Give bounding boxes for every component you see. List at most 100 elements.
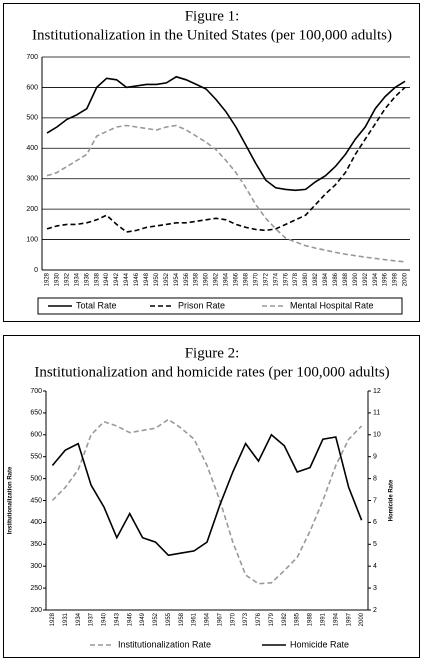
x-tick-label: 1968 xyxy=(243,272,249,286)
x-tick-label: 1950 xyxy=(154,272,160,286)
y-tick-label: 200 xyxy=(30,607,42,614)
x-tick-label: 1934 xyxy=(76,612,82,626)
series-line xyxy=(46,124,406,263)
legend-label: Homicide Rate xyxy=(290,639,349,649)
y-tick-label: 550 xyxy=(30,454,42,461)
x-tick-label: 1954 xyxy=(174,272,180,286)
series-line xyxy=(51,433,363,557)
x-tick-label: 1940 xyxy=(102,612,108,626)
x-tick-label: 1970 xyxy=(230,612,236,626)
legend-frame xyxy=(37,297,403,315)
x-tick-label: 1985 xyxy=(295,612,301,626)
x-tick-label: 1955 xyxy=(166,612,172,626)
x-tick-label: 1994 xyxy=(373,272,379,286)
legend-label: Total Rate xyxy=(76,300,117,310)
x-tick-label: 1988 xyxy=(343,272,349,286)
y-tick-label: 700 xyxy=(26,54,38,61)
x-tick-label: 1932 xyxy=(64,272,70,286)
y2-tick-label: 11 xyxy=(373,410,380,417)
y2-tick-label: 4 xyxy=(373,563,377,570)
series-line xyxy=(46,86,406,233)
figure-frame xyxy=(3,3,420,322)
x-tick-label: 1952 xyxy=(164,272,170,286)
x-tick-label: 1976 xyxy=(256,612,262,626)
x-tick-label: 1996 xyxy=(383,272,389,286)
x-tick-label: 1934 xyxy=(74,272,80,286)
x-tick-label: 1946 xyxy=(127,612,133,626)
x-tick-label: 1943 xyxy=(114,612,120,626)
x-tick-label: 1930 xyxy=(54,272,60,286)
x-tick-label: 1982 xyxy=(313,272,319,286)
y-tick-label: 300 xyxy=(26,176,38,183)
x-tick-label: 1986 xyxy=(333,272,339,286)
y-tick-label: 650 xyxy=(30,410,42,417)
x-tick-label: 1946 xyxy=(134,272,140,286)
x-tick-label: 1944 xyxy=(124,272,130,286)
y-tick-label: 0 xyxy=(34,267,38,274)
y-tick-label: 400 xyxy=(30,519,42,526)
x-tick-label: 1998 xyxy=(393,272,399,286)
x-tick-label: 1948 xyxy=(144,272,150,286)
x-tick-label: 1984 xyxy=(323,272,329,286)
x-tick-label: 1937 xyxy=(89,612,95,626)
x-tick-label: 1992 xyxy=(363,272,369,286)
x-tick-label: 1973 xyxy=(243,612,249,626)
x-tick-label: 1990 xyxy=(353,272,359,286)
y2-tick-label: 6 xyxy=(373,519,377,526)
y-tick-label: 600 xyxy=(26,84,38,91)
x-tick-label: 1940 xyxy=(104,272,110,286)
x-tick-label: 1988 xyxy=(308,612,314,626)
y2-tick-label: 7 xyxy=(373,497,377,504)
x-tick-label: 1931 xyxy=(63,612,69,626)
x-tick-label: 2000 xyxy=(403,272,409,286)
x-tick-label: 1976 xyxy=(283,272,289,286)
y-tick-label: 450 xyxy=(30,497,42,504)
y2-tick-label: 5 xyxy=(373,541,377,548)
legend-label: Prison Rate xyxy=(178,300,225,310)
y-tick-label: 500 xyxy=(26,115,38,122)
x-tick-label: 1936 xyxy=(84,272,90,286)
x-tick-label: 1979 xyxy=(269,612,275,626)
x-tick-label: 1952 xyxy=(153,612,159,626)
x-tick-label: 1961 xyxy=(192,612,198,626)
x-tick-label: 1980 xyxy=(303,272,309,286)
x-tick-label: 1982 xyxy=(282,612,288,626)
figure-frame xyxy=(3,335,420,658)
y-tick-label: 200 xyxy=(26,206,38,213)
x-tick-label: 1960 xyxy=(204,272,210,286)
y-tick-label: 400 xyxy=(26,145,38,152)
x-tick-label: 1949 xyxy=(140,612,146,626)
x-tick-label: 1972 xyxy=(263,272,269,286)
x-tick-label: 1964 xyxy=(224,272,230,286)
legend-label: Mental Hospital Rate xyxy=(290,300,374,310)
y2-tick-label: 3 xyxy=(373,585,377,592)
chart-title: Figure 2: xyxy=(185,345,240,361)
x-tick-label: 1928 xyxy=(50,612,56,626)
x-tick-label: 1958 xyxy=(179,612,185,626)
y-tick-label: 600 xyxy=(30,432,42,439)
y-axis-title: Institutionalization Rate xyxy=(8,466,14,534)
y2-tick-label: 8 xyxy=(373,475,377,482)
y2-axis-title: Homicide Rate xyxy=(389,479,395,521)
y-tick-label: 500 xyxy=(30,475,42,482)
x-tick-label: 1997 xyxy=(346,612,352,626)
x-tick-label: 1974 xyxy=(273,272,279,286)
y2-tick-label: 12 xyxy=(373,388,381,395)
x-tick-label: 1991 xyxy=(320,612,326,626)
x-tick-label: 1942 xyxy=(114,272,120,286)
x-tick-label: 1938 xyxy=(94,272,100,286)
chart-title: Figure 1: xyxy=(185,8,240,24)
y-tick-label: 700 xyxy=(30,388,42,395)
y-tick-label: 250 xyxy=(30,585,42,592)
y2-tick-label: 2 xyxy=(373,607,377,614)
x-tick-label: 1964 xyxy=(205,612,211,626)
x-tick-label: 1970 xyxy=(253,272,259,286)
series-line xyxy=(51,418,363,585)
chart-subtitle: Institutionalization and homicide rates … xyxy=(34,364,389,380)
x-tick-label: 1962 xyxy=(214,272,220,286)
y2-tick-label: 10 xyxy=(373,432,381,439)
y-tick-label: 100 xyxy=(26,236,38,243)
x-tick-label: 1956 xyxy=(184,272,190,286)
x-tick-label: 1928 xyxy=(45,272,51,286)
